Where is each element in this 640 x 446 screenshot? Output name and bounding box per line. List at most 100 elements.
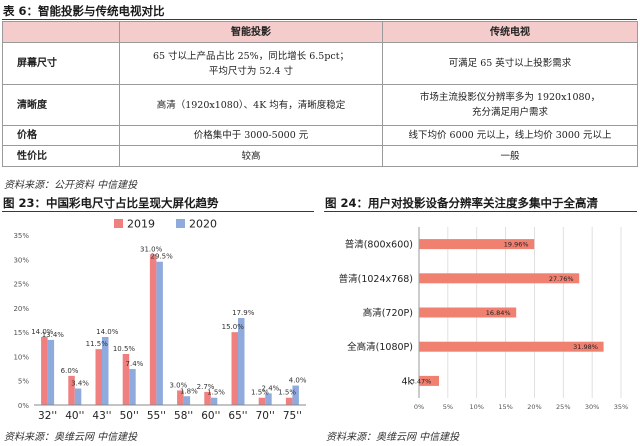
table-row: 价格 价格集中于 3000-5000 元 线下均价 6000 元以上，线上均价 …	[2, 125, 638, 146]
legend-swatch-2020	[176, 219, 185, 228]
value-label: 16.84%	[486, 309, 511, 317]
value-label: 10.5%	[113, 345, 136, 353]
y-tick-label: 0%	[18, 402, 29, 410]
bar-3	[419, 341, 604, 352]
y-category-label: 高清(720P)	[363, 307, 413, 319]
bar-2019-2	[95, 349, 102, 405]
x-category-label: 43''	[92, 410, 111, 422]
bar-2019-4	[149, 254, 157, 405]
bar-2019-9	[285, 397, 293, 405]
cell-line: 一般	[500, 150, 520, 162]
legend-label-2019: 2019	[127, 218, 155, 231]
row-label: 性价比	[2, 145, 120, 167]
value-label: 14.0%	[96, 328, 119, 336]
x-category-label: 32''	[38, 410, 57, 422]
chart24-caption-rule	[324, 211, 637, 212]
table-source: 资料来源：公开资料 中信建投	[4, 180, 138, 191]
value-label: 2.4%	[262, 384, 280, 392]
bar-2019-3	[122, 354, 130, 405]
table-caption-rule	[2, 19, 637, 20]
cell-line: 充分满足用户需求	[471, 107, 548, 118]
bar-2019-1	[68, 375, 75, 405]
projector-cell: 较高	[119, 145, 383, 167]
row-label: 屏幕尺寸	[2, 42, 120, 85]
chart23-source: 资料来源：奥维云网 中信建投	[4, 432, 138, 443]
y-category-label: 普清(800x600)	[345, 239, 413, 251]
x-category-label: 40''	[65, 410, 84, 422]
x-category-label: 58''	[174, 410, 193, 422]
cell-line: 高清（1920x1080）、4K 均有，清晰度稳定	[156, 99, 346, 111]
y-tick-label: 35%	[13, 232, 29, 240]
cell-line: 65 寸以上产品占比 25%，同比增长 6.5pct；	[152, 50, 350, 62]
bar-2020-2	[102, 337, 109, 405]
bar-2019-0	[41, 337, 48, 405]
projector-cell: 价格集中于 3000-5000 元	[119, 125, 383, 146]
value-label: 11.5%	[86, 340, 109, 348]
tv-cell: 市场主流投影仪分辨率多为 1920x1080， 充分满足用户需求	[382, 84, 638, 126]
bar-2019-8	[258, 397, 266, 405]
value-label: 17.9%	[232, 309, 255, 317]
value-label: 27.76%	[549, 275, 574, 283]
cell-line: 平均尺寸为 52.4 寸	[208, 65, 294, 77]
x-tick-label: 5%	[443, 403, 453, 411]
y-category-label: 普清(1024x768)	[339, 273, 413, 285]
x-category-label: 75''	[283, 410, 302, 422]
cell-line: 较高	[241, 150, 261, 162]
y-tick-label: 20%	[13, 305, 29, 313]
bar-2020-7	[238, 318, 245, 405]
chart23-caption-rule	[2, 211, 314, 212]
bar-2020-9	[292, 385, 299, 405]
table-caption: 表 6：智能投影与传统电视对比	[3, 4, 165, 18]
bar-2020-0	[47, 339, 55, 405]
y-tick-label: 30%	[13, 256, 29, 264]
value-label: 14.0%	[31, 328, 54, 336]
value-label: 3.0%	[169, 381, 187, 389]
x-tick-label: 30%	[585, 403, 599, 411]
bar-2020-3	[129, 369, 136, 405]
y-tick-label: 5%	[18, 378, 29, 386]
chart-legend: 2019 2020	[114, 218, 217, 231]
value-label: 31.98%	[573, 343, 598, 351]
x-tick-label: 0%	[414, 403, 424, 411]
cell-line: 价格集中于 3000-5000 元	[193, 130, 309, 141]
comparison-table: 智能投影 传统电视 屏幕尺寸 65 寸以上产品占比 25%，同比增长 6.5pc…	[2, 21, 638, 167]
legend-swatch-2019	[114, 219, 123, 228]
bar-2020-6	[210, 397, 218, 405]
header-empty	[2, 21, 120, 43]
x-tick-label: 20%	[527, 403, 541, 411]
value-label: 13.4%	[42, 331, 65, 339]
x-category-label: 65''	[228, 410, 247, 422]
value-label: 19.96%	[504, 241, 529, 249]
bar-2	[419, 307, 517, 318]
bar-2019-5	[177, 390, 184, 405]
x-tick-label: 15%	[498, 403, 512, 411]
cell-line: 线下均价 6000 元以上，线上均价 3000 元以上	[408, 130, 612, 141]
cell-line: 市场主流投影仪分辨率多为 1920x1080，	[419, 92, 601, 103]
chart23-caption: 图 23：中国彩电尺寸占比呈现大屏化趋势	[3, 196, 219, 210]
tv-cell: 线下均价 6000 元以上，线上均价 3000 元以上	[382, 125, 638, 146]
value-label: 3.47%	[411, 377, 432, 385]
value-label: 1.5%	[278, 389, 296, 397]
value-label: 1.5%	[251, 389, 269, 397]
tv-cell: 一般	[382, 145, 638, 167]
value-label: 15.0%	[222, 323, 245, 331]
chart24-caption: 图 24：用户对投影设备分辨率关注度多集中于全高清	[325, 196, 599, 210]
x-tick-label: 35%	[614, 403, 628, 411]
legend-label-2020: 2020	[189, 218, 217, 231]
table-row: 清晰度 高清（1920x1080）、4K 均有，清晰度稳定 市场主流投影仪分辨率…	[2, 84, 638, 126]
bar-4	[419, 375, 440, 386]
size-share-bar-chart: 2019 2020 0% 5% 10% 15% 20% 25% 30% 35% 14.0% 6.0% 1…	[13, 218, 307, 423]
row-label: 清晰度	[2, 84, 120, 126]
y-tick-label: 25%	[13, 281, 29, 289]
value-label: 3.4%	[71, 379, 89, 387]
x-category-label: 70''	[256, 410, 275, 422]
x-tick-label: 25%	[556, 403, 570, 411]
bar-2020-8	[265, 393, 272, 405]
bar-2020-5	[183, 396, 191, 405]
projector-cell: 高清（1920x1080）、4K 均有，清晰度稳定	[119, 84, 383, 126]
value-label: 4.0%	[289, 377, 307, 385]
y-category-label: 全高清(1080P)	[347, 341, 413, 353]
header-projector: 智能投影	[119, 21, 383, 43]
y-tick-label: 10%	[13, 353, 29, 361]
resolution-bar-chart: 0% 5% 10% 15% 20% 25% 30% 35% 19.96% 普清(800x600) 2…	[339, 227, 628, 411]
